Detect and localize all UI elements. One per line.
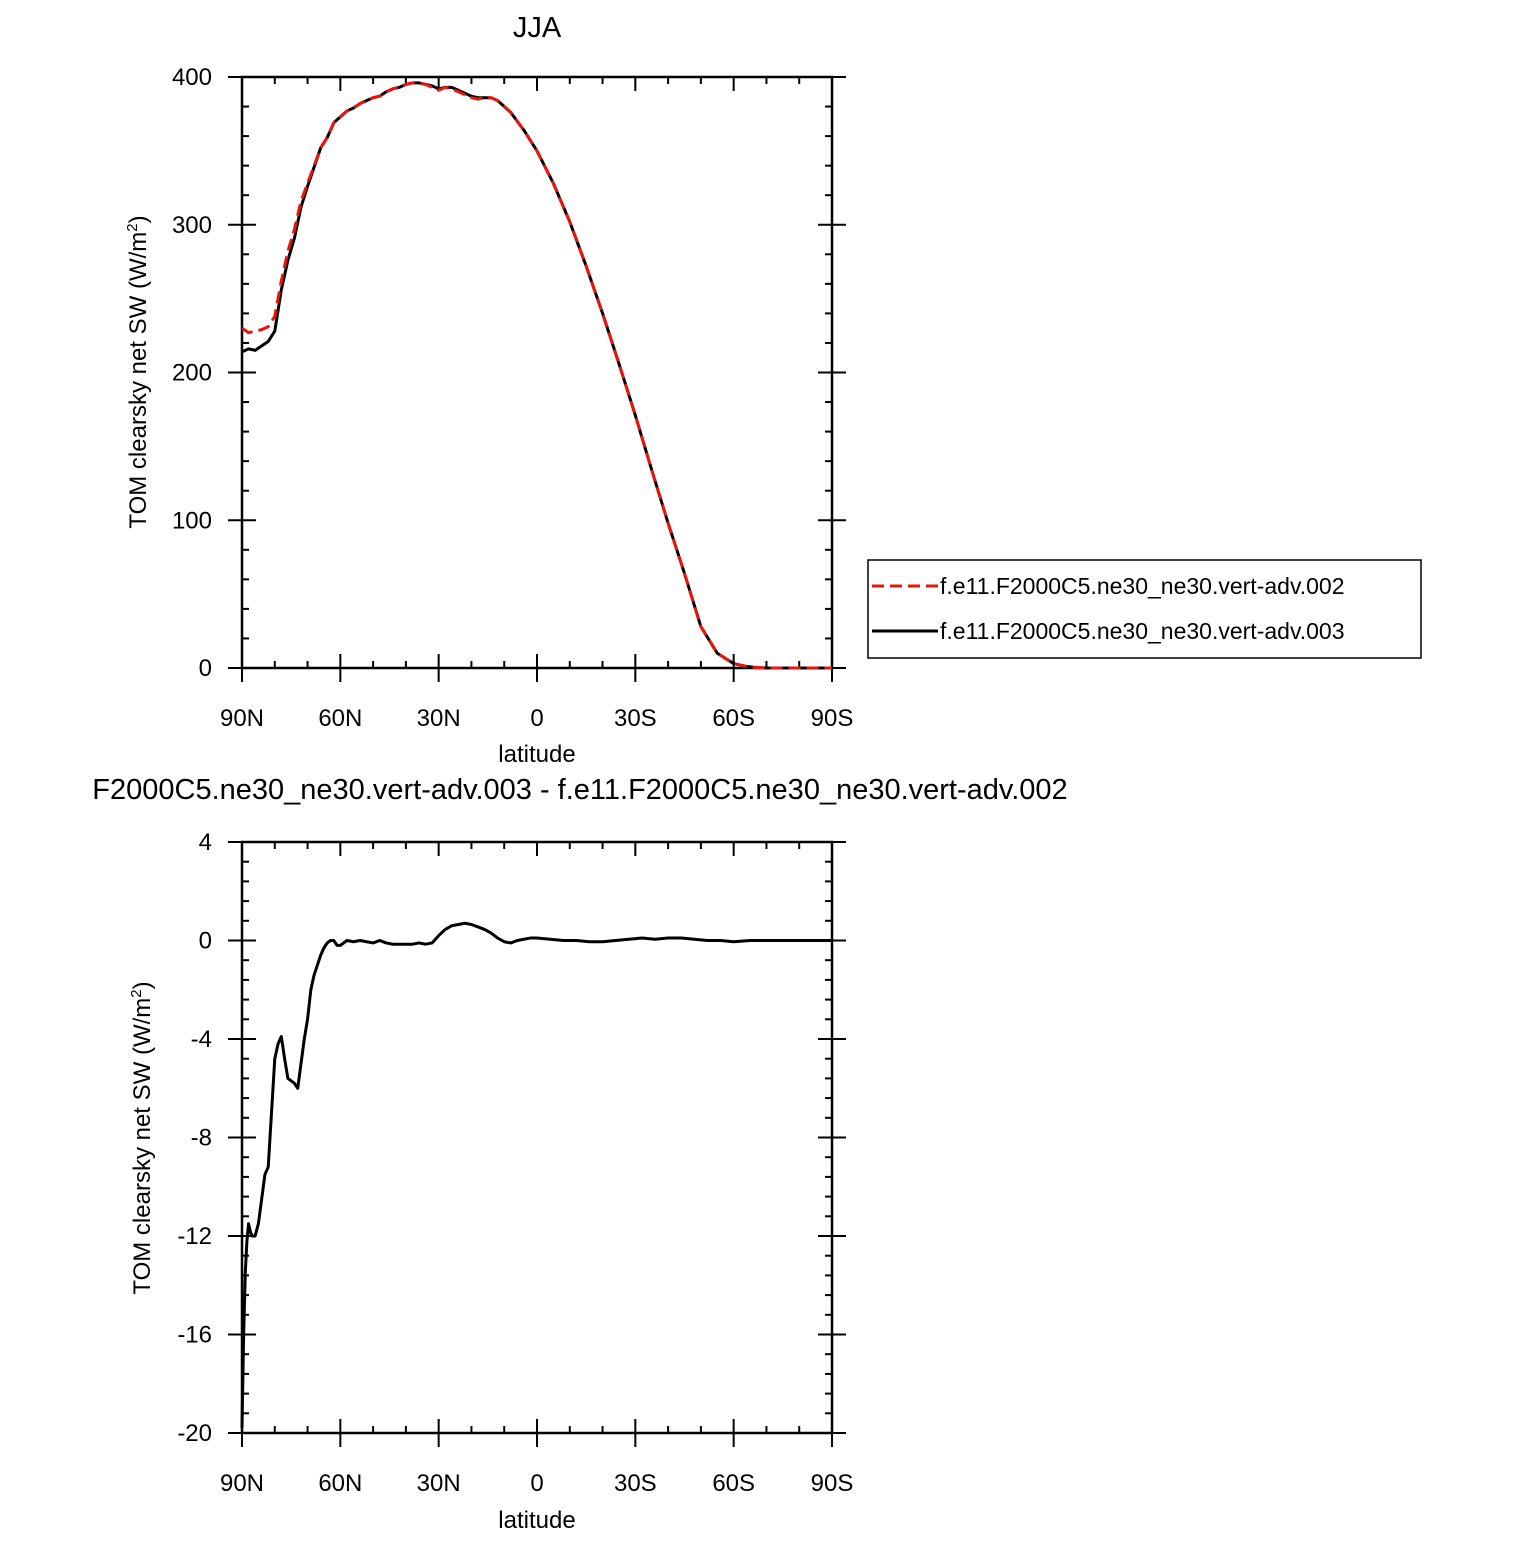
y-tick-label: -12 (177, 1223, 212, 1250)
x-tick-label: 60S (712, 705, 755, 732)
bottom-plot-area: 90N 60N 30N 0 30S 60S 90S -20 -16 -12 -8 -4 0 4 (177, 829, 853, 1497)
top-chart-title: JJA (513, 12, 562, 44)
y-tick-label: 100 (172, 507, 212, 534)
legend: f.e11.F2000C5.ne30_ne30.vert-adv.002 f.e… (867, 559, 1422, 659)
x-tick-label: 30N (417, 1470, 461, 1497)
series-line-0-0 (241, 81, 832, 670)
legend-label-series-002: f.e11.F2000C5.ne30_ne30.vert-adv.002 (940, 573, 1345, 599)
x-tick-label: 60N (318, 1470, 362, 1497)
y-tick-label: -16 (177, 1322, 212, 1349)
x-tick-label: 90N (220, 705, 264, 732)
y-tick-label: -20 (177, 1420, 212, 1447)
legend-box (867, 559, 1422, 659)
bottom-y-axis-label-tail: ) (129, 981, 156, 989)
x-tick-label: 60N (318, 705, 362, 732)
bottom-panel: F2000C5.ne30_ne30.vert-adv.003 - f.e11.F… (92, 774, 1067, 1534)
x-tick-label: 0 (530, 705, 543, 732)
x-tick-label: 90S (811, 1470, 854, 1497)
top-y-axis-label-tail: ) (125, 215, 152, 223)
y-tick-label: 300 (172, 212, 212, 239)
top-y-axis-label-sup: 2 (124, 223, 141, 231)
x-tick-label: 30S (614, 705, 657, 732)
bottom-y-axis-label-main: TOM clearsky net SW (W/m (129, 998, 156, 1295)
y-tick-label: 4 (199, 829, 212, 856)
svg-text:TOM clearsky net SW (W/m2): TOM clearsky net SW (W/m2) (124, 215, 152, 528)
x-tick-label: 90S (811, 705, 854, 732)
x-tick-label: 60S (712, 1470, 755, 1497)
legend-label-series-003: f.e11.F2000C5.ne30_ne30.vert-adv.003 (940, 618, 1345, 644)
plot-frame (240, 840, 834, 1435)
x-tick-label: 30N (417, 705, 461, 732)
plot-frame (240, 75, 834, 670)
y-tick-label: -8 (191, 1125, 212, 1152)
y-tick-label: 0 (199, 928, 212, 955)
y-tick-label: 0 (199, 655, 212, 682)
series-line-0-1 (241, 81, 832, 670)
y-tick-label: 200 (172, 360, 212, 387)
top-y-axis-label-main: TOM clearsky net SW (W/m (125, 232, 152, 529)
top-x-axis-label: latitude (498, 741, 575, 768)
bottom-chart-title: F2000C5.ne30_ne30.vert-adv.003 - f.e11.F… (92, 774, 1067, 806)
top-y-axis-label: TOM clearsky net SW (W/m2) (124, 215, 152, 528)
bottom-y-axis-label-sup: 2 (128, 989, 145, 997)
y-tick-label: 400 (172, 64, 212, 91)
top-panel: JJA 90N 60N 30N 0 30S 60S 90S 0 100 200 300 400 lat… (124, 12, 853, 768)
svg-text:TOM clearsky net SW (W/m2): TOM clearsky net SW (W/m2) (128, 981, 156, 1294)
bottom-x-axis-label: latitude (498, 1507, 575, 1534)
x-tick-label: 0 (530, 1470, 543, 1497)
bottom-y-axis-label: TOM clearsky net SW (W/m2) (128, 981, 156, 1294)
y-tick-label: -4 (191, 1026, 212, 1053)
series-line-1-0 (240, 921, 832, 1429)
x-tick-label: 30S (614, 1470, 657, 1497)
x-tick-label: 90N (220, 1470, 264, 1497)
top-plot-area: 90N 60N 30N 0 30S 60S 90S 0 100 200 300 400 (172, 64, 853, 732)
